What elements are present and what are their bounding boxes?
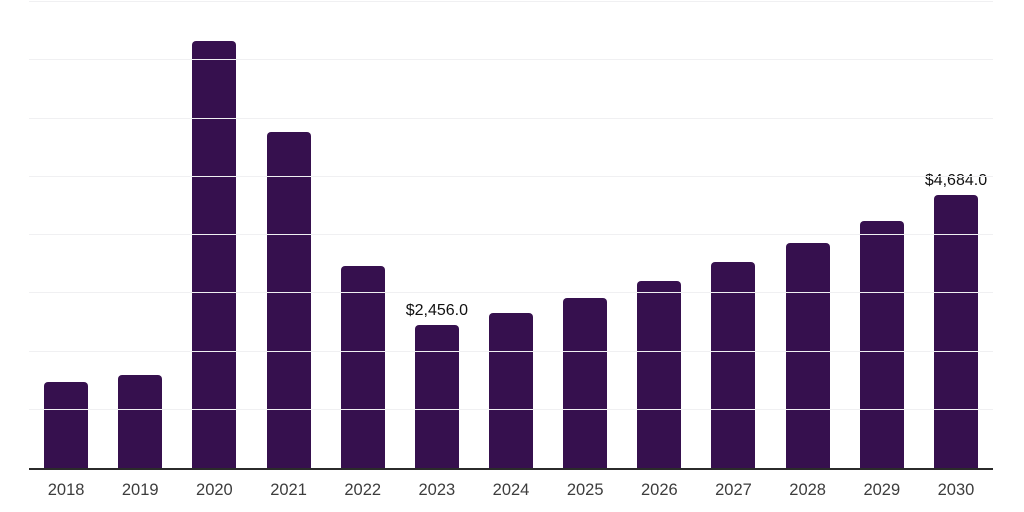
bar-2028	[785, 242, 830, 468]
x-tick-label-2019: 2019	[121, 481, 159, 499]
gridline-7000	[29, 59, 993, 61]
bar-slot-2025	[548, 2, 622, 468]
bar-slot-2022	[326, 2, 400, 468]
gridline-6000	[29, 117, 993, 119]
bar-slot-2028	[771, 2, 845, 468]
bar-2024	[489, 312, 534, 468]
bar-slot-2024	[474, 2, 548, 468]
gridline-8000	[29, 1, 993, 2]
bar-slot-2027	[696, 2, 770, 468]
bar-2022	[340, 265, 385, 468]
bar-2021	[266, 131, 311, 468]
bar-2025	[563, 297, 608, 468]
x-tick-label-2018: 2018	[47, 481, 85, 499]
x-tick-label-2028: 2028	[789, 481, 826, 499]
x-tick-label-2025: 2025	[566, 481, 604, 499]
bar-2019	[118, 375, 163, 468]
bar-2020	[192, 41, 237, 468]
x-tick-label-2020: 2020	[196, 481, 233, 499]
x-axis: 2018 2019 2020 2021 2022 2023 2024 2025 2026 2027…	[29, 481, 993, 500]
plot-area: $2,456.0 $4,684.0	[29, 1, 993, 470]
bar-2029	[859, 220, 904, 468]
x-tick-label-2022: 2022	[344, 481, 382, 499]
bar-2023	[414, 324, 459, 468]
x-tick-label-2030: 2030	[937, 481, 975, 499]
bar-value-label-2023: $2,456.0	[405, 301, 468, 319]
bar-slot-2021	[251, 2, 325, 468]
bar-2027	[711, 262, 756, 468]
bar-2030	[933, 195, 978, 468]
gridline-2000	[29, 350, 993, 352]
gridline-1000	[29, 408, 993, 410]
bar-2026	[637, 281, 682, 468]
bar-slot-2030: $4,684.0	[919, 2, 993, 468]
bar-slot-2026	[622, 2, 696, 468]
x-tick-label-2026: 2026	[640, 481, 678, 499]
bar-slot-2018	[29, 2, 103, 468]
bar-slot-2029	[845, 2, 919, 468]
x-tick-label-2024: 2024	[492, 481, 530, 499]
gridline-3000	[29, 292, 993, 294]
bar-2018	[44, 382, 89, 468]
bar-slot-2020	[177, 2, 251, 468]
x-tick-label-2029: 2029	[863, 481, 901, 499]
gridline-4000	[29, 234, 993, 235]
bar-slot-2019	[103, 2, 177, 468]
gridline-5000	[29, 175, 993, 177]
x-tick-label-2027: 2027	[715, 481, 752, 499]
bar-slot-2023: $2,456.0	[400, 2, 474, 468]
x-tick-label-2021: 2021	[270, 481, 307, 499]
bars-row: $2,456.0 $4,684.0	[29, 2, 993, 468]
x-tick-label-2023: 2023	[418, 481, 456, 499]
